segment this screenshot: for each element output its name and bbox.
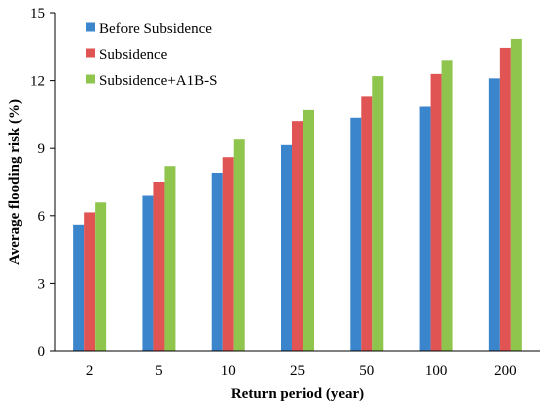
x-tick-label: 2: [86, 363, 94, 379]
y-tick-label: 15: [30, 6, 45, 22]
y-tick-label: 9: [38, 141, 46, 157]
bar: [441, 60, 453, 351]
legend-swatch: [86, 48, 95, 58]
x-tick-label: 200: [494, 363, 517, 379]
bar: [361, 96, 373, 351]
bar: [510, 38, 522, 352]
legend-swatch: [86, 22, 95, 32]
y-tick-label: 12: [30, 74, 45, 90]
x-axis-ticks: 2 5 10 25 50 100 200: [86, 363, 517, 379]
bar: [211, 172, 223, 351]
legend-swatch: [86, 74, 95, 84]
y-tick-label: 3: [38, 276, 46, 292]
y-axis-ticks: 0 3 6 9 12 15: [30, 6, 55, 360]
bar: [350, 117, 362, 351]
bar: [84, 212, 96, 351]
bar: [233, 139, 245, 351]
x-tick-label: 10: [221, 363, 236, 379]
bar: [488, 78, 500, 351]
bar: [222, 157, 234, 351]
legend-label: Subsidence: [99, 47, 168, 63]
bar: [142, 195, 154, 351]
bars-group: [73, 38, 522, 352]
x-tick-label: 5: [155, 363, 163, 379]
legend-label: Before Subsidence: [99, 21, 212, 37]
bar: [303, 109, 314, 351]
x-axis-title: Return period (year): [231, 386, 364, 402]
bar: [153, 182, 165, 351]
legend: Before Subsidence Subsidence Subsidence+A1…: [86, 21, 217, 89]
y-axis-title: Average flooding risk (%): [7, 99, 23, 265]
bar: [419, 106, 431, 351]
bar: [281, 144, 292, 351]
x-tick-label: 50: [359, 363, 374, 379]
bar: [164, 166, 176, 351]
bar: [372, 76, 384, 352]
bar: [430, 73, 442, 351]
x-tick-label: 100: [425, 363, 448, 379]
bar: [499, 47, 511, 351]
bar: [73, 224, 85, 351]
y-tick-label: 0: [38, 344, 46, 360]
legend-label: Subsidence+A1B-S: [99, 73, 217, 89]
bar: [95, 202, 107, 351]
x-tick-label: 25: [290, 363, 305, 379]
bar: [292, 121, 303, 351]
y-tick-label: 6: [38, 209, 46, 225]
